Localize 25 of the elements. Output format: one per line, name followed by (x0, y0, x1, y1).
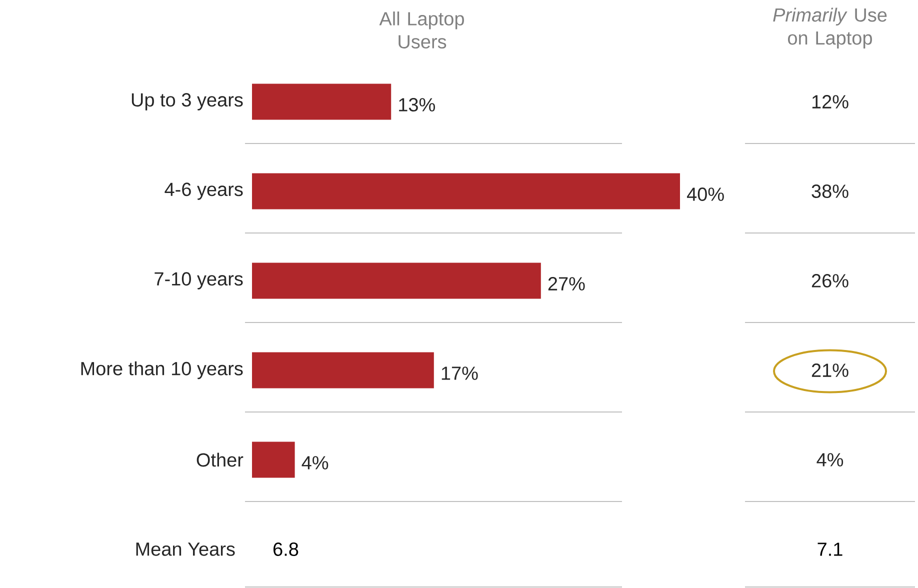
text: 21% (812, 364, 848, 377)
text: 38% (812, 184, 848, 198)
y-tick-label: Other (196, 452, 244, 467)
text: 7.1 (818, 542, 842, 556)
text: 6.8 (273, 542, 298, 556)
bar (252, 442, 295, 478)
data-label: 13% (399, 98, 435, 112)
bar (252, 262, 541, 299)
bar (252, 352, 434, 388)
bar (252, 84, 392, 120)
y-tick-label: 4-6 years (164, 182, 243, 200)
y-tick-label: 7-10 years (154, 272, 243, 290)
y-tick-label: More than 10 years (81, 361, 243, 380)
chart-title: All Laptop Users (379, 12, 464, 48)
data-label: 27% (548, 277, 585, 290)
text: 12% (812, 95, 848, 108)
text: Primarily Use on Laptop (773, 8, 887, 48)
y-tick-label: Up to 3 years (132, 93, 243, 110)
data-label: 17% (442, 366, 478, 380)
text: Mean Years (136, 542, 235, 556)
text: 26% (812, 274, 848, 288)
data-label: 4% (302, 456, 328, 470)
text: 4% (816, 453, 844, 466)
bar (252, 173, 680, 210)
data-label: 40% (686, 188, 724, 201)
